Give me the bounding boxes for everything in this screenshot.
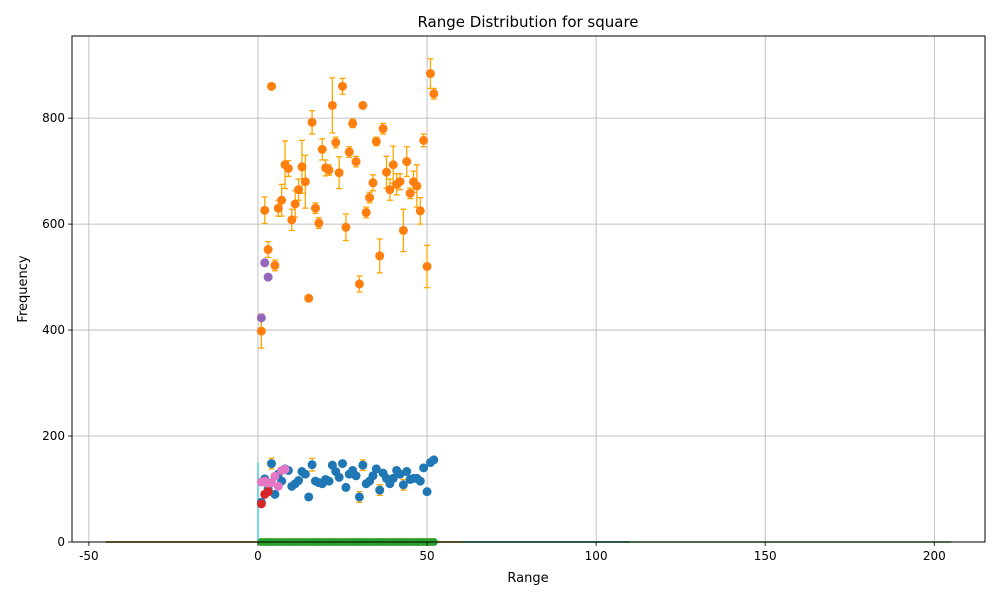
x-tick-label: 200 xyxy=(923,549,946,563)
data-point xyxy=(260,205,270,215)
data-point xyxy=(358,100,368,110)
data-point xyxy=(310,203,320,213)
data-point xyxy=(378,124,388,134)
data-point xyxy=(422,261,432,271)
data-points xyxy=(256,69,439,546)
data-point xyxy=(429,89,439,99)
data-point xyxy=(375,485,385,495)
data-point xyxy=(354,279,364,289)
data-point xyxy=(351,157,361,167)
chart-title: Range Distribution for square xyxy=(417,13,638,31)
data-point xyxy=(304,492,314,502)
data-point xyxy=(267,81,277,91)
data-point xyxy=(317,144,327,154)
data-point xyxy=(419,135,429,145)
data-point xyxy=(395,469,405,479)
data-point xyxy=(294,476,304,486)
data-point xyxy=(338,459,348,469)
data-point xyxy=(368,178,378,188)
data-point xyxy=(338,81,348,91)
y-axis-title: Frequency xyxy=(16,255,31,322)
data-point xyxy=(402,157,412,167)
data-point xyxy=(405,188,415,198)
data-point xyxy=(304,293,314,303)
data-point xyxy=(256,499,266,509)
data-point xyxy=(415,206,425,216)
x-axis-title: Range xyxy=(507,571,548,586)
data-point xyxy=(365,193,375,203)
data-point xyxy=(341,222,351,232)
data-point xyxy=(324,165,334,175)
y-tick-label: 200 xyxy=(42,429,65,443)
data-point xyxy=(297,162,307,172)
data-point xyxy=(270,471,280,481)
y-tick-label: 0 xyxy=(57,535,65,549)
data-point xyxy=(283,163,293,173)
data-point xyxy=(256,313,266,323)
y-tick-label: 800 xyxy=(42,111,65,125)
data-point xyxy=(324,476,334,486)
data-point xyxy=(351,471,361,481)
data-point xyxy=(273,481,283,491)
y-tick-label: 600 xyxy=(42,217,65,231)
data-point xyxy=(415,476,425,486)
plot-frame xyxy=(71,35,986,543)
data-point xyxy=(388,473,398,483)
data-point xyxy=(263,272,273,282)
data-point xyxy=(429,455,439,465)
data-point xyxy=(344,147,354,157)
data-point xyxy=(368,471,378,481)
data-point xyxy=(280,464,290,474)
data-point xyxy=(398,480,408,490)
data-point xyxy=(294,185,304,195)
data-point xyxy=(331,137,341,147)
data-point xyxy=(290,199,300,209)
data-point xyxy=(300,177,310,187)
data-point xyxy=(334,168,344,178)
data-point xyxy=(267,459,277,469)
data-point xyxy=(361,207,371,217)
x-tick-label: 50 xyxy=(419,549,434,563)
data-point xyxy=(300,469,310,479)
data-point xyxy=(273,203,283,213)
data-point xyxy=(263,487,273,497)
data-point xyxy=(422,487,432,497)
data-point xyxy=(307,117,317,127)
y-tick-label: 400 xyxy=(42,323,65,337)
data-point xyxy=(287,215,297,225)
data-point xyxy=(395,177,405,187)
data-point xyxy=(381,167,391,177)
data-point xyxy=(412,181,422,191)
data-point xyxy=(354,492,364,502)
data-point xyxy=(263,245,273,255)
data-point xyxy=(270,489,280,499)
x-tick-label: 100 xyxy=(585,549,608,563)
data-point xyxy=(256,326,266,336)
data-point xyxy=(385,185,395,195)
data-point xyxy=(419,463,429,473)
data-point xyxy=(277,195,287,205)
axis-ticks: -50 0 50 100 150 200 0 200 400 600 800 xyxy=(42,111,946,563)
data-point xyxy=(314,218,324,228)
x-tick-label: 0 xyxy=(254,549,262,563)
data-point xyxy=(402,467,412,477)
data-point xyxy=(260,258,270,268)
x-tick-label: 150 xyxy=(754,549,777,563)
data-point xyxy=(371,464,381,474)
data-point xyxy=(307,460,317,470)
data-point xyxy=(341,482,351,492)
data-point xyxy=(358,460,368,470)
x-tick-label: -50 xyxy=(79,549,99,563)
data-point xyxy=(371,136,381,146)
data-point xyxy=(327,100,337,110)
data-point xyxy=(348,118,358,128)
data-point xyxy=(425,69,435,79)
data-point xyxy=(334,472,344,482)
data-point xyxy=(375,251,385,261)
data-point xyxy=(398,225,408,235)
data-point xyxy=(388,160,398,170)
data-point xyxy=(270,260,280,270)
